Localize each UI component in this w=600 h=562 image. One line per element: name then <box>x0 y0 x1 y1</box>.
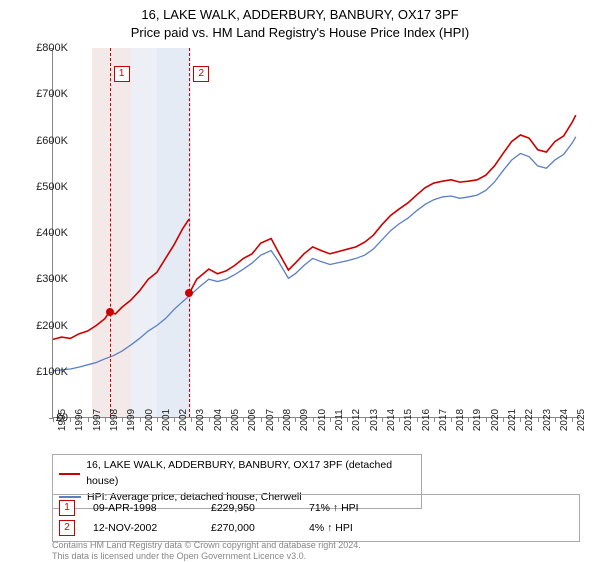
sale-marker-box: 2 <box>193 66 209 82</box>
series-price_paid <box>53 219 189 339</box>
x-tick-label: 2008 <box>282 409 293 431</box>
x-tick-label: 1996 <box>74 409 85 431</box>
series-hpi <box>53 137 576 371</box>
sale-date: 09-APR-1998 <box>93 502 193 514</box>
x-tick <box>503 418 504 422</box>
x-tick <box>105 418 106 422</box>
x-tick <box>417 418 418 422</box>
legend-label: 16, LAKE WALK, ADDERBURY, BANBURY, OX17 … <box>86 458 415 490</box>
x-tick-label: 2015 <box>403 409 414 431</box>
sale-index-box: 2 <box>59 520 75 536</box>
x-tick <box>243 418 244 422</box>
sale-vline <box>110 48 111 417</box>
title-line1: 16, LAKE WALK, ADDERBURY, BANBURY, OX17 … <box>0 6 600 24</box>
x-tick <box>313 418 314 422</box>
y-tick-label: £700K <box>18 88 68 100</box>
x-tick <box>70 418 71 422</box>
x-tick-label: 2020 <box>490 409 501 431</box>
sale-delta: 4% ↑ HPI <box>309 522 353 534</box>
x-tick <box>382 418 383 422</box>
x-tick-label: 2021 <box>507 409 518 431</box>
x-tick-label: 2017 <box>438 409 449 431</box>
x-tick-label: 2010 <box>317 409 328 431</box>
sale-row: 2 12-NOV-2002 £270,000 4% ↑ HPI <box>59 520 573 536</box>
sale-dot <box>185 289 193 297</box>
legend-swatch <box>59 473 80 475</box>
sale-marker-box: 1 <box>114 66 130 82</box>
y-tick-label: £100K <box>18 366 68 378</box>
x-tick <box>191 418 192 422</box>
x-tick <box>88 418 89 422</box>
x-tick-label: 1997 <box>92 409 103 431</box>
x-tick <box>399 418 400 422</box>
x-tick <box>555 418 556 422</box>
x-tick <box>486 418 487 422</box>
x-tick-label: 2011 <box>334 409 345 431</box>
x-tick <box>278 418 279 422</box>
x-tick-label: 2001 <box>161 409 172 431</box>
x-tick <box>295 418 296 422</box>
x-tick <box>122 418 123 422</box>
sale-vline <box>189 48 190 417</box>
x-tick-label: 2023 <box>542 409 553 431</box>
sales-legend: 1 09-APR-1998 £229,950 71% ↑ HPI 2 12-NO… <box>52 494 580 542</box>
x-tick-label: 2006 <box>247 409 258 431</box>
sale-dot <box>106 308 114 316</box>
x-tick <box>174 418 175 422</box>
x-tick-label: 2022 <box>524 409 535 431</box>
y-tick-label: £0 <box>18 412 68 424</box>
chart-container: 16, LAKE WALK, ADDERBURY, BANBURY, OX17 … <box>0 0 600 560</box>
x-tick <box>261 418 262 422</box>
y-tick-label: £200K <box>18 320 68 332</box>
x-tick-label: 2025 <box>576 409 587 431</box>
legend-row: 16, LAKE WALK, ADDERBURY, BANBURY, OX17 … <box>59 458 415 490</box>
x-tick <box>520 418 521 422</box>
x-tick <box>538 418 539 422</box>
x-tick <box>347 418 348 422</box>
x-tick-label: 2014 <box>386 409 397 431</box>
plot-area: 1219951996199719981999200020012002200320… <box>52 48 580 418</box>
line-layer <box>53 48 580 417</box>
x-tick <box>226 418 227 422</box>
x-tick-label: 2024 <box>559 409 570 431</box>
x-tick <box>572 418 573 422</box>
sale-price: £229,950 <box>211 502 291 514</box>
sale-price: £270,000 <box>211 522 291 534</box>
x-tick-label: 2007 <box>265 409 276 431</box>
x-tick <box>330 418 331 422</box>
x-tick-label: 2000 <box>144 409 155 431</box>
sale-date: 12-NOV-2002 <box>93 522 193 534</box>
x-tick <box>140 418 141 422</box>
x-tick <box>365 418 366 422</box>
x-tick <box>468 418 469 422</box>
y-tick-label: £500K <box>18 181 68 193</box>
x-tick <box>434 418 435 422</box>
x-tick <box>451 418 452 422</box>
x-tick-label: 2019 <box>472 409 483 431</box>
x-tick-label: 2009 <box>299 409 310 431</box>
attribution: Contains HM Land Registry data © Crown c… <box>52 540 361 562</box>
x-tick-label: 2002 <box>178 409 189 431</box>
chart-title: 16, LAKE WALK, ADDERBURY, BANBURY, OX17 … <box>0 0 600 41</box>
x-tick-label: 2013 <box>369 409 380 431</box>
x-tick-label: 2016 <box>421 409 432 431</box>
x-tick <box>157 418 158 422</box>
y-tick-label: £600K <box>18 135 68 147</box>
x-tick-label: 2018 <box>455 409 466 431</box>
y-tick-label: £400K <box>18 227 68 239</box>
sale-index-box: 1 <box>59 500 75 516</box>
sale-row: 1 09-APR-1998 £229,950 71% ↑ HPI <box>59 500 573 516</box>
x-tick-label: 2012 <box>351 409 362 431</box>
attribution-line1: Contains HM Land Registry data © Crown c… <box>52 540 361 551</box>
y-tick-label: £300K <box>18 273 68 285</box>
x-tick-label: 1998 <box>109 409 120 431</box>
x-tick <box>209 418 210 422</box>
x-tick-label: 2005 <box>230 409 241 431</box>
x-tick-label: 1999 <box>126 409 137 431</box>
y-tick-label: £800K <box>18 42 68 54</box>
x-tick-label: 2004 <box>213 409 224 431</box>
title-line2: Price paid vs. HM Land Registry's House … <box>0 24 600 42</box>
x-tick-label: 2003 <box>195 409 206 431</box>
sale-delta: 71% ↑ HPI <box>309 502 359 514</box>
